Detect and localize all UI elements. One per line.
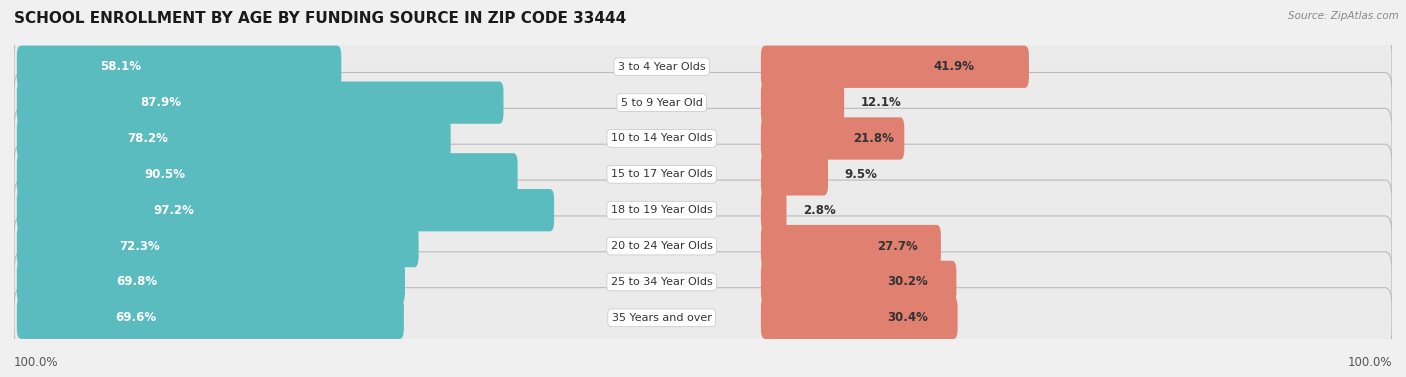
FancyBboxPatch shape <box>17 81 503 124</box>
Text: 12.1%: 12.1% <box>860 96 901 109</box>
FancyBboxPatch shape <box>17 153 517 196</box>
FancyBboxPatch shape <box>14 216 1392 276</box>
Legend: Public School, Private School: Public School, Private School <box>582 375 824 377</box>
FancyBboxPatch shape <box>761 225 941 267</box>
Text: 20 to 24 Year Olds: 20 to 24 Year Olds <box>610 241 713 251</box>
Text: 2.8%: 2.8% <box>803 204 835 217</box>
Text: 69.6%: 69.6% <box>115 311 157 324</box>
Text: 58.1%: 58.1% <box>100 60 141 73</box>
FancyBboxPatch shape <box>14 37 1392 97</box>
FancyBboxPatch shape <box>14 108 1392 169</box>
FancyBboxPatch shape <box>14 144 1392 204</box>
Text: 72.3%: 72.3% <box>120 239 160 253</box>
FancyBboxPatch shape <box>761 153 828 196</box>
Text: 35 Years and over: 35 Years and over <box>612 313 711 323</box>
Text: 30.4%: 30.4% <box>887 311 928 324</box>
Text: 90.5%: 90.5% <box>143 168 186 181</box>
Text: 25 to 34 Year Olds: 25 to 34 Year Olds <box>610 277 713 287</box>
FancyBboxPatch shape <box>761 261 956 303</box>
Text: 5 to 9 Year Old: 5 to 9 Year Old <box>620 98 703 107</box>
FancyBboxPatch shape <box>17 297 404 339</box>
FancyBboxPatch shape <box>14 288 1392 348</box>
Text: 10 to 14 Year Olds: 10 to 14 Year Olds <box>610 133 713 144</box>
Text: 15 to 17 Year Olds: 15 to 17 Year Olds <box>610 169 713 179</box>
Text: 87.9%: 87.9% <box>141 96 181 109</box>
FancyBboxPatch shape <box>761 189 786 231</box>
Text: SCHOOL ENROLLMENT BY AGE BY FUNDING SOURCE IN ZIP CODE 33444: SCHOOL ENROLLMENT BY AGE BY FUNDING SOUR… <box>14 11 626 26</box>
FancyBboxPatch shape <box>17 189 554 231</box>
Text: Source: ZipAtlas.com: Source: ZipAtlas.com <box>1288 11 1399 21</box>
Text: 30.2%: 30.2% <box>887 276 928 288</box>
Text: 21.8%: 21.8% <box>853 132 894 145</box>
Text: 9.5%: 9.5% <box>845 168 877 181</box>
Text: 18 to 19 Year Olds: 18 to 19 Year Olds <box>610 205 713 215</box>
FancyBboxPatch shape <box>761 297 957 339</box>
FancyBboxPatch shape <box>761 117 904 159</box>
Text: 78.2%: 78.2% <box>128 132 169 145</box>
FancyBboxPatch shape <box>17 117 451 159</box>
FancyBboxPatch shape <box>17 261 405 303</box>
Text: 3 to 4 Year Olds: 3 to 4 Year Olds <box>617 62 706 72</box>
FancyBboxPatch shape <box>14 252 1392 312</box>
Text: 69.8%: 69.8% <box>115 276 157 288</box>
FancyBboxPatch shape <box>761 46 1029 88</box>
Text: 100.0%: 100.0% <box>14 357 59 369</box>
FancyBboxPatch shape <box>17 225 419 267</box>
FancyBboxPatch shape <box>17 46 342 88</box>
FancyBboxPatch shape <box>761 81 844 124</box>
Text: 100.0%: 100.0% <box>1347 357 1392 369</box>
Text: 27.7%: 27.7% <box>877 239 917 253</box>
Text: 41.9%: 41.9% <box>934 60 974 73</box>
FancyBboxPatch shape <box>14 180 1392 240</box>
FancyBboxPatch shape <box>14 72 1392 133</box>
Text: 97.2%: 97.2% <box>153 204 194 217</box>
